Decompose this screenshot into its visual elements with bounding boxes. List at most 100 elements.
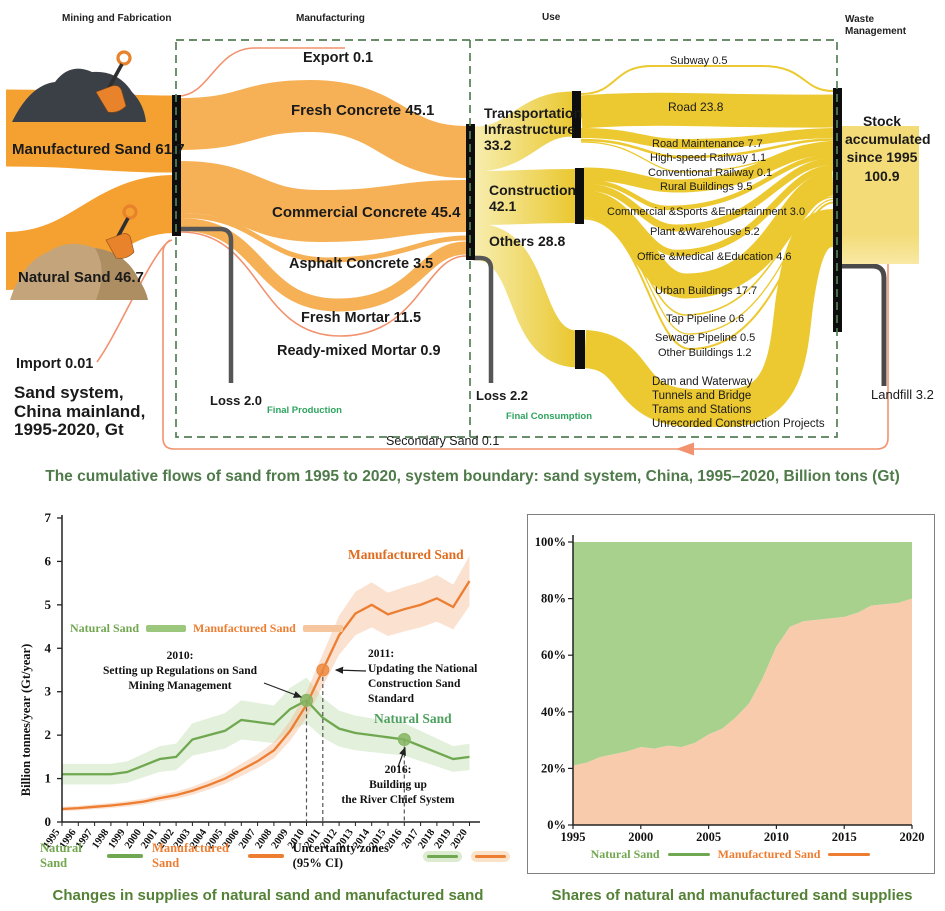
line-chart: 0 1 2 3 4 5 6 7 1995 1996 1997 1998 1999 2000 2001 2002… [18, 505, 518, 883]
x-tick-label: 1995 [561, 830, 586, 844]
annotation-marker [300, 693, 313, 707]
label-office-medical: Office &Medical &Education 4.6 [637, 251, 792, 263]
x-tick-label: 2010 [764, 830, 789, 844]
flow-transportation [473, 91, 574, 172]
y-tick-label: 0 [45, 814, 52, 829]
shovel-icon [95, 50, 132, 113]
legend-natural-label: Natural Sand [40, 841, 82, 870]
series-label-manufactured: Manufactured Sand [348, 547, 464, 562]
label-conventional-railway: Conventional Railway 0.1 [648, 167, 773, 179]
loss-production-line [179, 226, 234, 383]
y-tick-label: 40% [541, 705, 566, 719]
y-tick-label: 3 [45, 684, 52, 699]
y-tick-label: 1 [45, 771, 52, 786]
manufactured-sand-pile [12, 50, 146, 122]
natural-sand-pile [10, 204, 148, 300]
y-tick-label: 5 [45, 597, 52, 612]
label-road: Road 23.8 [668, 100, 724, 114]
flow-fresh-concrete [180, 79, 467, 178]
flow-manufactured-sand [5, 89, 175, 173]
annotation-arrow [334, 666, 367, 674]
label-final-production: Final Production [267, 405, 342, 416]
annotation-2010: 2010: Setting up Regulations on Sand Min… [102, 650, 258, 692]
label-system-title: Sand system, China mainland, 1995-2020, … [14, 383, 146, 440]
y-tick-label: 2 [45, 727, 52, 742]
flow-commercial-concrete [180, 161, 467, 243]
label-export: Export 0.1 [303, 50, 374, 66]
line-chart-inplot-legend: Natural Sand Manufactured Sand [70, 621, 343, 636]
stock-node [842, 126, 919, 264]
label-high-speed-railway: High-speed Railway 1.1 [650, 152, 767, 164]
stage-header-use: Use [542, 12, 561, 23]
label-ready-mixed-mortar: Ready-mixed Mortar 0.9 [277, 343, 441, 359]
label-import: Import 0.01 [16, 356, 94, 372]
x-tick-label: 2020 [900, 830, 925, 844]
x-tick-label: 2005 [696, 830, 721, 844]
y-tick-label: 80% [541, 592, 566, 606]
label-dam-block: Dam and Waterway Tunnels and Bridge Tram… [652, 376, 825, 431]
flow-commercial-sports [583, 153, 834, 211]
flow-asphalt-concrete [180, 213, 467, 263]
inplot-swatch-natural [146, 625, 187, 632]
y-tick-label: 60% [541, 648, 566, 662]
secondary-sand-line [162, 239, 889, 456]
flows-enduse [579, 65, 836, 427]
legend-uncertainty-orange-band [471, 850, 510, 862]
label-urban-buildings: Urban Buildings 17.7 [655, 285, 758, 297]
label-subway: Subway 0.5 [670, 55, 728, 67]
x-tick-label: 2015 [832, 830, 857, 844]
label-commercial-concrete: Commercial Concrete 45.4 [272, 204, 461, 221]
inplot-swatch-manufactured [302, 625, 343, 632]
share-chart-svg: 0% 20% 40% 60% 80% 100% 1995 2000 2005 2010 2015 20… [535, 535, 925, 844]
flow-others [473, 223, 580, 368]
line-chart-bottom-legend: Natural Sand Manufactured Sand Uncertain… [40, 841, 510, 871]
annotation-arrow [263, 682, 303, 698]
flows-manufacturing [177, 47, 467, 337]
flow-plant-warehouse [583, 158, 834, 232]
legend-uncertainty-label: Uncertainty zones (95% CI) [292, 841, 389, 870]
manufactured-share-area [573, 598, 912, 825]
dark-sand-pile-icon [12, 68, 146, 122]
bar-others [575, 330, 585, 369]
label-stock: Stock accumulated since 1995 100.9 [845, 113, 931, 184]
label-tap-pipeline: Tap Pipeline 0.6 [666, 313, 745, 325]
secondary-sand-arrow [676, 442, 694, 456]
share-legend-manufactured-label: Manufactured Sand [717, 847, 821, 861]
y-tick-label: 0% [547, 818, 566, 832]
label-rural-buildings: Rural Buildings 9.5 [660, 181, 753, 193]
stage-header-manufacturing: Manufacturing [296, 13, 365, 24]
label-asphalt-concrete: Asphalt Concrete 3.5 [289, 256, 434, 272]
y-tick-label: 4 [45, 640, 52, 655]
label-secondary-sand: Secondary Sand 0.1 [386, 434, 500, 448]
share-legend-natural-label: Natural Sand [590, 847, 660, 861]
flow-construction [474, 169, 576, 225]
y-tick-label: 100% [535, 535, 566, 549]
bar-transportation [572, 91, 581, 138]
landfill-line [842, 263, 887, 386]
flow-export [177, 47, 345, 97]
system-boundary [175, 39, 838, 438]
y-axis-label: Billion tonnes/year (Gt/year) [19, 644, 33, 797]
flows-use [473, 91, 580, 368]
label-plant-warehouse: Plant &Warehouse 5.2 [650, 226, 760, 238]
flows-mining [4, 89, 176, 363]
flow-road-maintenance [580, 128, 834, 150]
legend-manufactured-label: Manufactured Sand [152, 841, 229, 870]
tan-sand-pile-shade [95, 248, 148, 300]
label-loss-production: Loss 2.0 [210, 393, 263, 408]
label-road-maintenance: Road Maintenance 7.7 [652, 138, 763, 150]
x-tick-label: 2000 [628, 830, 653, 844]
flow-high-speed-railway [580, 138, 834, 159]
flow-natural-sand [4, 175, 176, 290]
line-chart-caption: Changes in supplies of natural sand and … [52, 887, 484, 904]
line-chart-svg: 0123456719951996199719981999200020012002… [19, 510, 480, 851]
label-loss-consumption: Loss 2.2 [476, 388, 529, 403]
stage-header-mining: Mining and Fabrication [62, 13, 172, 24]
label-final-consumption: Final Consumption [506, 411, 593, 422]
flow-ready-mixed-mortar [180, 231, 467, 337]
label-other-buildings: Other Buildings 1.2 [658, 347, 752, 359]
stage-header-waste: Waste Management [845, 14, 907, 37]
share-chart: 0% 20% 40% 60% 80% 100% 1995 2000 2005 2010 2015 20… [527, 514, 935, 874]
bar-use-input [466, 124, 475, 260]
annotation-2011: 2011: Updating the National Construction… [368, 648, 478, 705]
